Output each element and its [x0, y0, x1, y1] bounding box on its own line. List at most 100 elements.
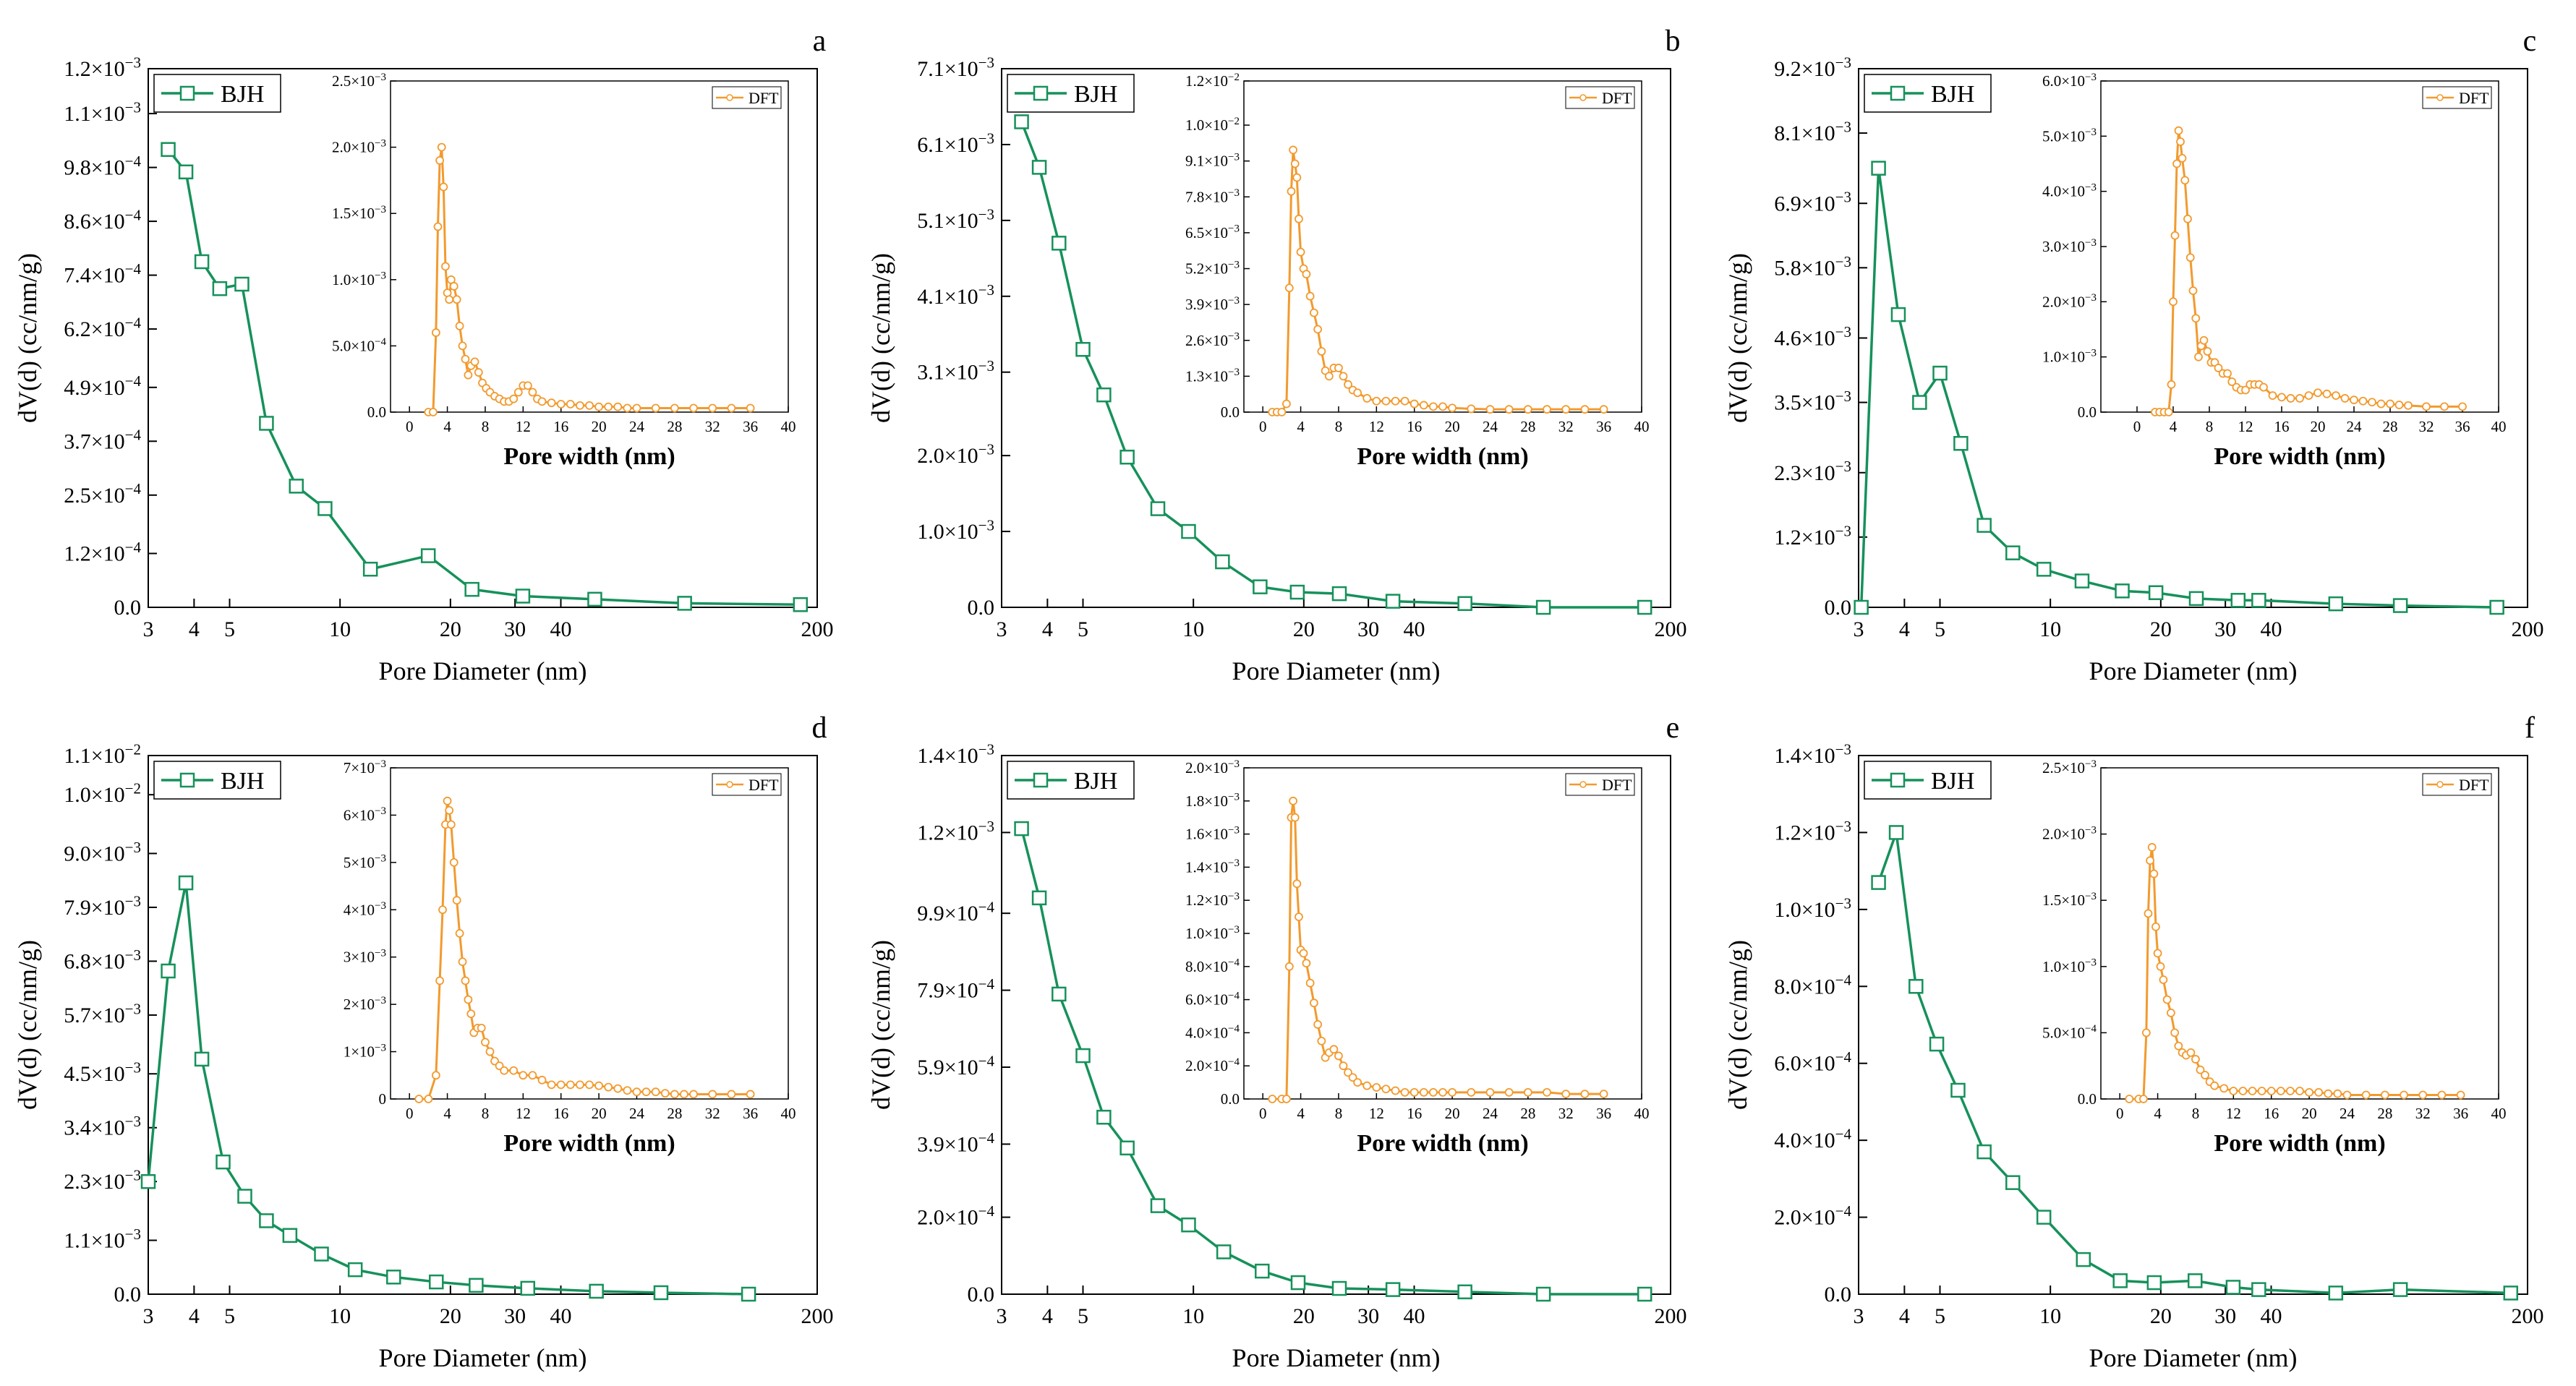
dft-data-point: [2170, 231, 2180, 240]
dft-data-point: [1289, 796, 1297, 805]
y-tick-label: 3.1×10−3: [917, 357, 994, 385]
y-tick-label: 7.9×10−4: [917, 975, 994, 1003]
inset-x-axis-label: Pore width (nm): [503, 443, 675, 470]
x-tick-label: 20: [1293, 617, 1315, 641]
dft-data-point: [2404, 401, 2413, 410]
dft-data-point: [1372, 396, 1381, 406]
bjh-legend: BJH: [153, 761, 281, 800]
plot-frame: [148, 68, 818, 608]
dft-data-point: [623, 1086, 632, 1095]
bjh-data-point: [1890, 307, 1906, 322]
dft-legend: DFT: [2422, 773, 2492, 796]
dft-data-point: [2241, 385, 2250, 395]
dft-data-point: [443, 796, 452, 805]
bjh-data-point: [2076, 1252, 2091, 1267]
inset-x-tick-label: 32: [1558, 1105, 1574, 1122]
inset-y-tick-label: 0.0: [1221, 1090, 1240, 1108]
dft-data-point: [537, 1075, 547, 1085]
bjh-data-point: [234, 276, 250, 292]
inset-x-tick-label: 32: [705, 1105, 720, 1122]
dft-data-point: [2167, 380, 2176, 389]
dft-data-point: [556, 1080, 566, 1090]
bjh-data-point: [1385, 594, 1401, 609]
dft-data-point: [2223, 369, 2232, 378]
chart-panel-d: 3 4 5 10 20 30 40 2000.01.1×10−32.3×10−33.4×10−…: [13, 711, 834, 1372]
dft-data-point: [1317, 1036, 1326, 1045]
inset-y-tick-label: 9.1×10−3: [1185, 151, 1240, 169]
x-tick-label: 3: [143, 617, 154, 641]
legend-marker: [1033, 772, 1049, 788]
dft-data-point: [461, 354, 470, 364]
dft-data-point: [435, 156, 444, 165]
chart-panel-a: 3 4 5 10 20 30 40 2000.01.2×10−42.5×10−43.7×10−…: [13, 25, 834, 685]
dft-data-point: [576, 401, 584, 410]
dft-data-point: [1362, 394, 1372, 403]
dft-data-point: [746, 1090, 755, 1099]
x-tick-label: 3: [143, 1304, 154, 1328]
x-tick-label: 30: [2214, 1304, 2236, 1328]
dft-data-point: [2376, 399, 2386, 408]
bjh-data-point: [515, 589, 531, 604]
x-tick-label: 5: [1935, 617, 1945, 641]
bjh-data-point: [259, 416, 274, 431]
inset-x-tick-label: 40: [781, 1105, 796, 1122]
bjh-data-point: [178, 164, 194, 180]
dft-data-point: [2167, 1009, 2175, 1017]
dft-data-point: [2368, 398, 2376, 407]
dft-data-point: [1448, 1087, 1457, 1097]
dft-data-point: [2333, 1089, 2342, 1098]
bjh-data-point: [1031, 890, 1047, 906]
inset-y-tick-label: 6.5×10−3: [1185, 223, 1240, 241]
bjh-data-point: [1052, 236, 1067, 251]
x-axis-label: Pore Diameter (nm): [1232, 656, 1441, 685]
dft-data-point: [2141, 1028, 2151, 1038]
dft-data-point: [2440, 402, 2449, 411]
dft-data-point: [437, 142, 446, 152]
y-tick-label: 1.0×10−3: [1774, 894, 1851, 922]
bjh-data-point: [1950, 1082, 1966, 1098]
bjh-data-point: [1253, 579, 1268, 594]
bjh-data-point: [1976, 518, 1992, 533]
bjh-data-point: [2074, 573, 2090, 589]
x-axis-label: Pore Diameter (nm): [379, 656, 587, 685]
inset-x-tick-label: 20: [2311, 418, 2326, 435]
y-tick-label: 0.0: [1825, 596, 1852, 620]
bjh-data-point: [2225, 1280, 2241, 1295]
bjh-data-point: [677, 596, 692, 611]
bjh-data-point: [1096, 1109, 1112, 1125]
inset-x-tick-label: 8: [1335, 418, 1343, 435]
chart-panel-c: 3 4 5 10 20 30 40 2000.01.2×10−32.3×10−33.5×10−…: [1723, 25, 2544, 685]
legend-marker: [1890, 772, 1906, 788]
chart-panel-f: 3 4 5 10 20 30 40 2000.02.0×10−44.0×10−46.0×10−…: [1723, 711, 2544, 1372]
bjh-data-point: [317, 501, 333, 516]
dft-data-point: [2322, 389, 2332, 398]
y-tick-label: 9.2×10−3: [1774, 54, 1851, 81]
dft-inset: 0 4 8 12 16 20 24 28 32 36 40 0 1×10−3 2×10−3 3×10−3 4×…: [344, 758, 796, 1157]
inset-x-tick-label: 36: [1596, 418, 1611, 435]
dft-data-point: [2139, 1095, 2148, 1103]
dft-data-point: [2156, 962, 2165, 971]
legend-label: BJH: [221, 768, 264, 795]
dft-data-point: [2268, 391, 2277, 400]
inset-x-tick-label: 16: [1407, 1105, 1422, 1122]
y-axis-label: dV(d) (cc/nm/g): [1723, 253, 1752, 423]
bjh-legend: BJH: [1864, 74, 1992, 113]
inset-y-tick-label: 2.6×10−3: [1185, 331, 1240, 349]
inset-x-tick-label: 12: [2226, 1105, 2241, 1122]
dft-data-point: [1561, 405, 1571, 414]
bjh-data-point: [1331, 586, 1347, 602]
dft-data-point: [466, 1009, 476, 1019]
bjh-data-point: [237, 1189, 252, 1204]
bjh-data-point: [464, 581, 479, 597]
y-tick-label: 1.1×10−2: [64, 740, 141, 768]
inset-y-tick-label: 6.0×10−4: [1185, 990, 1240, 1008]
dft-data-point: [1429, 1087, 1438, 1097]
inset-x-tick-label: 0: [1259, 1105, 1267, 1122]
legend-label: BJH: [1074, 81, 1117, 108]
inset-x-tick-label: 40: [2491, 418, 2507, 435]
dft-data-point: [1391, 396, 1400, 406]
dft-data-point: [641, 1087, 651, 1097]
x-tick-label: 20: [2150, 617, 2172, 641]
x-tick-label: 3: [997, 1304, 1007, 1328]
dft-data-point: [670, 1090, 679, 1099]
